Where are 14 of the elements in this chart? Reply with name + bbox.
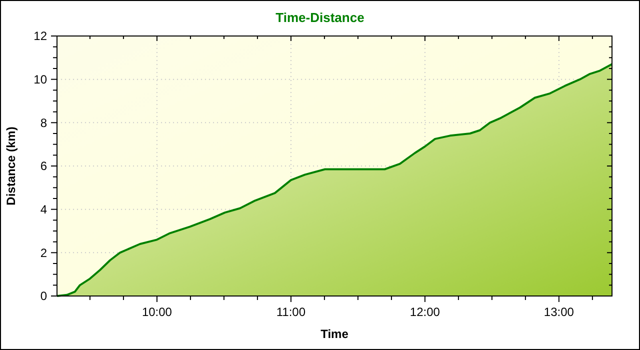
y-tick-label: 4: [40, 202, 48, 217]
y-axis-title: Distance (km): [4, 126, 18, 206]
y-tick-label: 10: [34, 72, 48, 87]
y-tick-label: 2: [40, 246, 48, 260]
x-tick-label: 12:00: [410, 305, 440, 319]
chart-title: Time-Distance: [276, 10, 364, 25]
y-tick-label: 6: [40, 159, 48, 174]
x-tick-label: 13:00: [544, 305, 574, 319]
x-tick-label: 10:00: [142, 305, 172, 319]
y-tick-label: 0: [40, 289, 48, 304]
x-axis-title: Time: [320, 327, 349, 341]
x-tick-label: 11:00: [276, 305, 306, 319]
y-tick-label: 8: [40, 116, 48, 130]
y-tick-label: 12: [34, 29, 48, 44]
